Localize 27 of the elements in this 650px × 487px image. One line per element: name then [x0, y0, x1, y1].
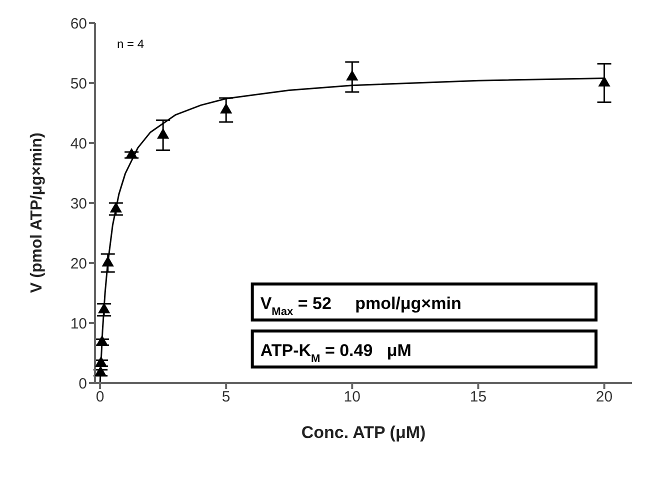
point: [110, 202, 122, 213]
point: [96, 335, 108, 346]
annotation: V$_{Max}$ = 52 pmol/μg×min: [260, 294, 462, 318]
point: [102, 256, 114, 267]
point: [598, 76, 610, 87]
x-axis-title: Conc. ATP (μM): [301, 423, 426, 442]
y-tick-label: 60: [70, 15, 87, 32]
y-tick-label: 20: [70, 255, 87, 272]
x-tick-label: 0: [96, 388, 104, 406]
point: [95, 366, 107, 376]
y-tick-label: 10: [70, 315, 87, 332]
x-tick-label: 15: [470, 388, 487, 406]
y-axis-title: V (pmol ATP/μg×min): [28, 132, 46, 293]
y-tick-label: 50: [70, 75, 87, 92]
annotation: n = 4: [117, 37, 144, 51]
x-tick-label: 5: [222, 388, 230, 406]
x-tick-label: 20: [596, 388, 613, 406]
y-tick-label: 30: [70, 195, 87, 212]
point: [220, 102, 232, 114]
point: [95, 356, 108, 367]
y-tick-label: 40: [70, 135, 87, 152]
x-tick-label: 10: [344, 388, 360, 406]
point: [156, 128, 170, 139]
annotation: ATP-K$_{M}$ = 0.49 μM: [260, 341, 412, 365]
point: [346, 70, 358, 81]
y-tick-label: 0: [78, 375, 87, 392]
point: [125, 148, 138, 159]
